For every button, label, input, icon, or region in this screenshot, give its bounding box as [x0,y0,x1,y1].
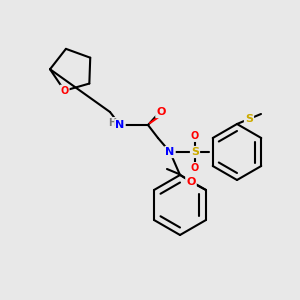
Text: S: S [191,147,199,157]
Text: S: S [245,114,253,124]
Text: O: O [191,163,199,173]
Text: O: O [156,107,166,117]
Text: O: O [191,131,199,141]
Text: O: O [186,177,196,187]
Text: N: N [165,147,175,157]
Text: H: H [108,118,116,128]
Text: O: O [60,86,69,96]
Text: N: N [116,120,124,130]
